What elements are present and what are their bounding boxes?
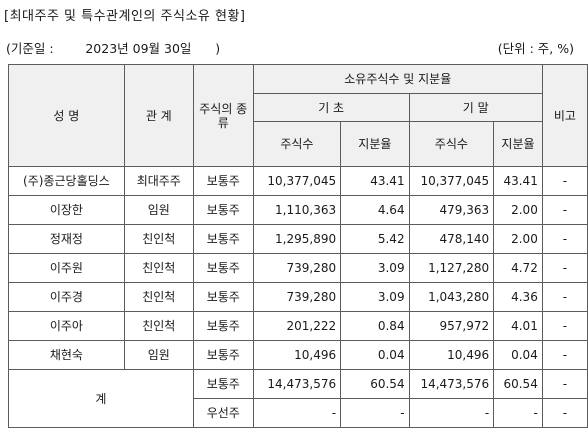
row-remark: - [541,195,588,225]
row-start-shares: 1,110,363 [252,195,342,225]
row-end-ratio: 4.01 [493,311,543,341]
row-end-ratio: 4.72 [493,253,543,283]
total-start-shares: 14,473,576 [252,369,342,399]
row-start-shares: 10,377,045 [252,166,342,196]
row-remark: - [541,311,588,341]
table-row: 이주아 친인척 보통주 201,222 0.84 957,972 4.01 - [8,311,588,341]
total-pref-remark: - [541,398,588,428]
row-type: 보통주 [192,224,254,254]
row-end-ratio: 4.36 [493,282,543,312]
row-name: 정재정 [8,224,125,254]
row-type: 보통주 [192,253,254,283]
row-end-shares: 10,496 [408,340,495,370]
row-remark: - [541,340,588,370]
basis-date: (기준일 : 2023년 09월 30일 ) [6,41,221,56]
total-end-ratio: 60.54 [493,369,543,399]
header-remark: 비고 [541,64,588,167]
unit-label: (단위 : 주, %) [497,41,574,56]
header-ownership: 소유주식수 및 지분율 [252,64,543,94]
header-end-ratio: 지분율 [493,121,543,167]
total-label: 계 [8,369,194,428]
header-end: 기 말 [408,93,543,122]
row-relation: 친인척 [123,282,194,312]
header-start-shares: 주식수 [252,121,342,167]
row-end-shares: 1,043,280 [408,282,495,312]
total-end-shares: 14,473,576 [408,369,495,399]
row-start-shares: 739,280 [252,282,342,312]
total-row-preferred: 우선주 - - - - - [9,398,588,428]
row-name: 이주원 [8,253,125,283]
row-name: (주)종근당홀딩스 [8,166,125,196]
row-relation: 임원 [123,195,194,225]
header-name: 성 명 [8,64,125,167]
row-start-ratio: 0.04 [340,340,410,370]
row-end-shares: 1,127,280 [408,253,495,283]
row-type: 보통주 [192,195,254,225]
header-start: 기 초 [252,93,410,122]
row-start-ratio: 3.09 [340,282,410,312]
row-start-shares: 201,222 [252,311,342,341]
row-name: 이주경 [8,282,125,312]
row-relation: 친인척 [123,224,194,254]
row-end-ratio: 0.04 [493,340,543,370]
table-row: 정재정 친인척 보통주 1,295,890 5.42 478,140 2.00 … [8,224,588,254]
row-type: 보통주 [192,166,254,196]
table-row: 이장한 임원 보통주 1,110,363 4.64 479,363 2.00 - [8,195,588,225]
row-remark: - [541,166,588,196]
row-name: 이장한 [8,195,125,225]
row-end-ratio: 43.41 [493,166,543,196]
row-relation: 임원 [123,340,194,370]
row-start-ratio: 0.84 [340,311,410,341]
total-pref-start-shares: - [252,398,342,428]
row-end-shares: 10,377,045 [408,166,495,196]
row-name: 이주아 [8,311,125,341]
ownership-table: 성 명 관 계 주식의 종류 소유주식수 및 지분율 비고 기 초 기 말 주식… [8,64,588,428]
row-name: 채현숙 [8,340,125,370]
row-start-ratio: 3.09 [340,253,410,283]
row-start-shares: 739,280 [252,253,342,283]
section-title: [최대주주 및 특수관계인의 주식소유 현황] [4,9,246,24]
total-pref-start-ratio: - [340,398,410,428]
row-start-ratio: 5.42 [340,224,410,254]
row-end-shares: 479,363 [408,195,495,225]
row-start-ratio: 4.64 [340,195,410,225]
row-relation: 친인척 [123,253,194,283]
header-start-ratio: 지분율 [340,121,410,167]
table-row: 이주경 친인척 보통주 739,280 3.09 1,043,280 4.36 … [8,282,588,312]
header-stock-type: 주식의 종류 [192,64,254,167]
header-relation: 관 계 [123,64,194,167]
row-remark: - [541,224,588,254]
row-type: 보통주 [192,340,254,370]
row-relation: 친인척 [123,311,194,341]
table-row: 이주원 친인척 보통주 739,280 3.09 1,127,280 4.72 … [8,253,588,283]
row-end-shares: 957,972 [408,311,495,341]
header-end-shares: 주식수 [408,121,495,167]
total-start-ratio: 60.54 [340,369,410,399]
row-relation: 최대주주 [123,166,194,196]
total-pref-end-shares: - [408,398,495,428]
row-type: 보통주 [192,311,254,341]
row-end-ratio: 2.00 [493,195,543,225]
row-end-shares: 478,140 [408,224,495,254]
total-pref-type: 우선주 [192,398,254,428]
row-end-ratio: 2.00 [493,224,543,254]
total-type: 보통주 [192,369,254,399]
row-remark: - [541,253,588,283]
total-pref-end-ratio: - [493,398,543,428]
table-row: (주)종근당홀딩스 최대주주 보통주 10,377,045 43.41 10,3… [8,166,588,196]
total-row-common: 계 보통주 14,473,576 60.54 14,473,576 60.54 … [8,369,588,428]
row-start-shares: 10,496 [252,340,342,370]
row-start-shares: 1,295,890 [252,224,342,254]
row-type: 보통주 [192,282,254,312]
table-row: 채현숙 임원 보통주 10,496 0.04 10,496 0.04 - [8,340,588,370]
row-remark: - [541,282,588,312]
total-remark: - [541,369,588,399]
row-start-ratio: 43.41 [340,166,410,196]
